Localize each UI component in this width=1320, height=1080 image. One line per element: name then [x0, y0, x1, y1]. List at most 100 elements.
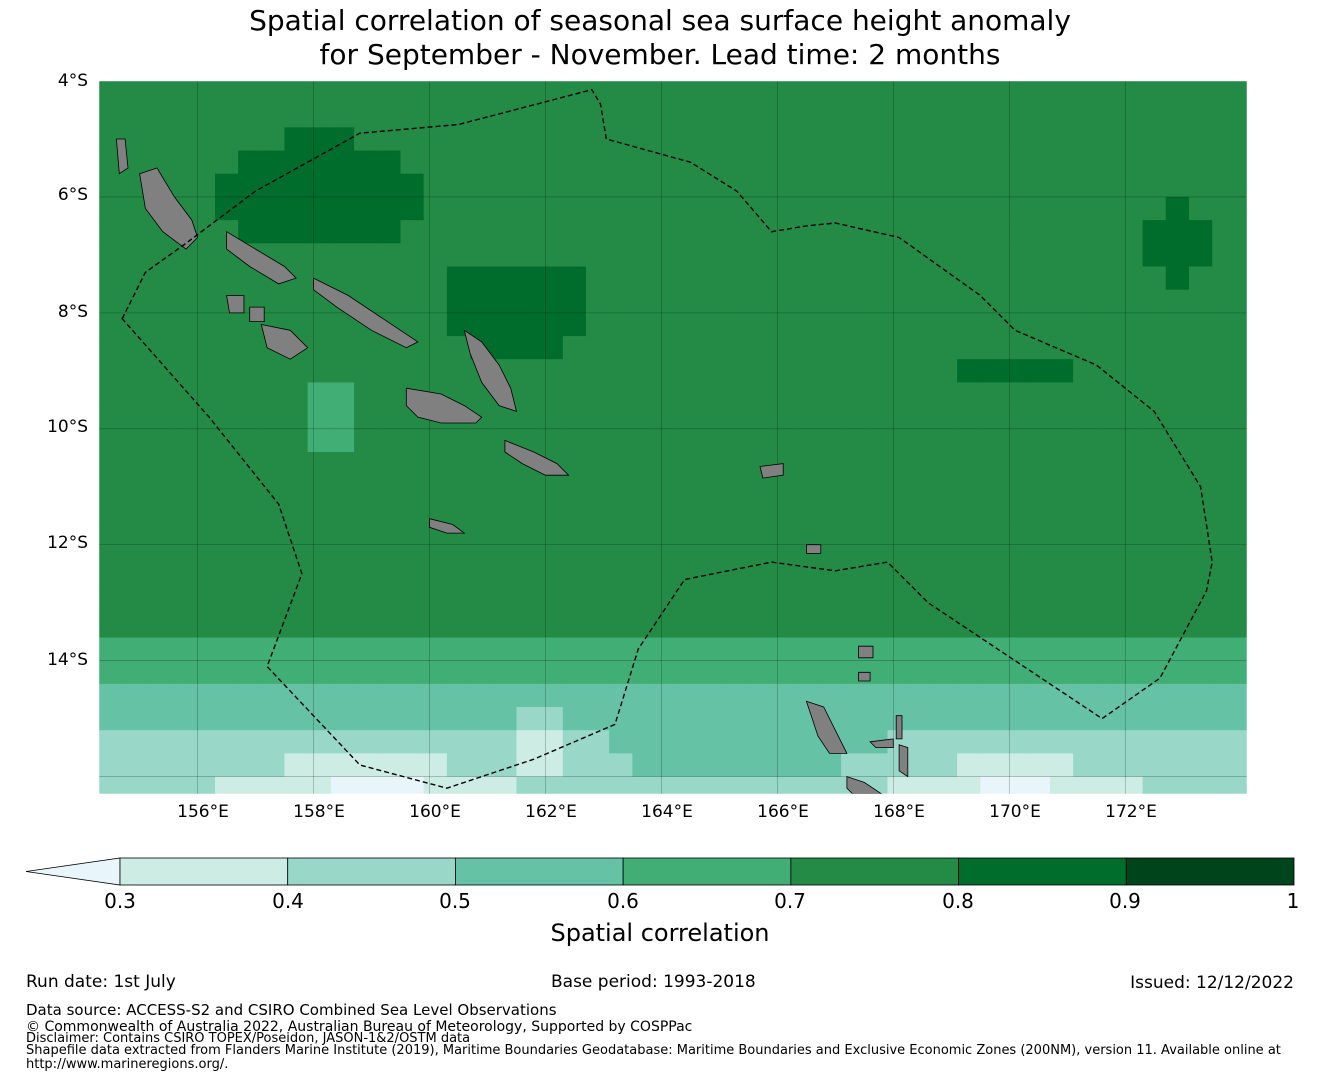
correlation-cell [377, 614, 402, 639]
colorbar-bin [622, 857, 792, 886]
correlation-cell [1142, 127, 1167, 152]
correlation-cell [725, 428, 749, 453]
correlation-cell [1026, 266, 1051, 291]
correlation-cell [446, 614, 471, 639]
correlation-cell [470, 243, 494, 268]
land-mass [869, 738, 894, 748]
correlation-cell [678, 220, 703, 244]
correlation-cell [307, 359, 332, 383]
correlation-cell [330, 196, 355, 221]
correlation-cell [771, 567, 796, 592]
correlation-cell [980, 544, 1005, 569]
correlation-cell [1212, 428, 1236, 453]
correlation-cell [1049, 660, 1074, 685]
correlation-cell [655, 544, 680, 569]
correlation-cell [400, 498, 425, 523]
correlation-cell [423, 359, 448, 383]
correlation-cell [678, 730, 703, 754]
correlation-cell [632, 312, 657, 337]
correlation-cell [1212, 707, 1236, 731]
correlation-cell [1142, 220, 1167, 244]
correlation-cell [702, 475, 726, 499]
correlation-cell [1073, 196, 1097, 221]
correlation-cell [957, 753, 981, 778]
correlation-cell [841, 544, 865, 569]
correlation-cell [145, 243, 170, 268]
correlation-cell [1235, 660, 1247, 685]
correlation-cell [1235, 753, 1247, 778]
base-period: Base period: 1993-2018 [551, 972, 756, 992]
correlation-cell [516, 359, 541, 383]
correlation-cell [99, 452, 123, 476]
correlation-cell [516, 544, 541, 569]
correlation-cell [1212, 220, 1236, 244]
correlation-cell [1189, 104, 1213, 128]
correlation-cell [145, 730, 170, 754]
correlation-cell [864, 428, 889, 453]
correlation-cell [725, 243, 749, 268]
correlation-cell [910, 730, 935, 754]
correlation-cell [887, 567, 912, 592]
correlation-cell [261, 289, 286, 314]
correlation-cell [933, 776, 958, 794]
correlation-cell [493, 405, 518, 430]
correlation-cell [562, 660, 587, 685]
correlation-cell [1142, 312, 1167, 337]
correlation-cell [191, 266, 216, 291]
correlation-cell [1003, 614, 1028, 639]
correlation-cell [933, 475, 958, 499]
correlation-cell [122, 707, 146, 731]
correlation-cell [238, 81, 262, 105]
correlation-cell [841, 567, 865, 592]
correlation-cell [1003, 776, 1028, 794]
correlation-cell [817, 336, 842, 360]
correlation-cell [215, 312, 239, 337]
correlation-cell [99, 81, 123, 105]
correlation-cell [980, 81, 1005, 105]
correlation-cell [864, 452, 889, 476]
correlation-cell [864, 707, 889, 731]
correlation-cell [1165, 173, 1190, 198]
land-mass [429, 518, 466, 534]
correlation-cell [99, 730, 123, 754]
correlation-cell [191, 173, 216, 198]
correlation-cell [354, 220, 378, 244]
correlation-cell [122, 452, 146, 476]
correlation-cell [215, 707, 239, 731]
correlation-cell [1142, 336, 1167, 360]
correlation-cell [261, 196, 286, 221]
correlation-cell [702, 660, 726, 685]
colorbar-tick: 1 [1286, 889, 1300, 913]
correlation-cell [446, 428, 471, 453]
correlation-cell [354, 591, 378, 615]
correlation-cell [307, 776, 332, 794]
correlation-cell [702, 452, 726, 476]
correlation-cell [1142, 707, 1167, 731]
correlation-cell [284, 196, 309, 221]
correlation-cell [794, 776, 819, 794]
correlation-cell [1119, 220, 1144, 244]
correlation-cell [1003, 475, 1028, 499]
correlation-cell [215, 475, 239, 499]
correlation-cell [400, 289, 425, 314]
correlation-cell [957, 567, 981, 592]
correlation-cell [99, 544, 123, 569]
correlation-cell [1003, 81, 1028, 105]
correlation-cell [562, 127, 587, 152]
correlation-cell [933, 104, 958, 128]
correlation-cell [794, 382, 819, 407]
correlation-cell [1189, 452, 1213, 476]
correlation-cell [655, 475, 680, 499]
correlation-cell [957, 266, 981, 291]
correlation-cell [1189, 150, 1213, 175]
correlation-cell [423, 498, 448, 523]
correlation-cell [562, 521, 587, 546]
correlation-cell [1026, 150, 1051, 175]
correlation-cell [516, 81, 541, 105]
correlation-field [99, 81, 1247, 794]
correlation-cell [493, 475, 518, 499]
correlation-cell [145, 312, 170, 337]
correlation-cell [609, 336, 633, 360]
colorbar-bin [119, 857, 289, 886]
correlation-cell [168, 452, 193, 476]
